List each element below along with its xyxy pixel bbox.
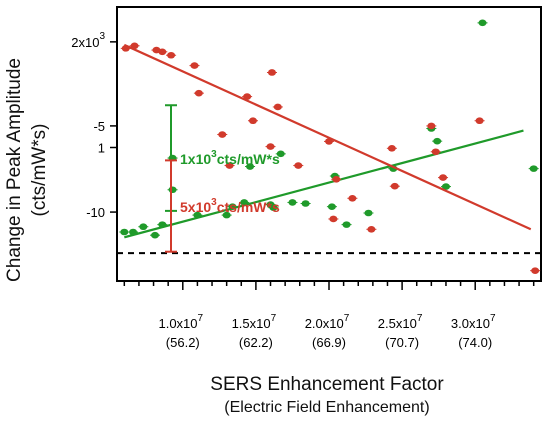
- data-point: [301, 200, 310, 207]
- series-lower: [120, 42, 541, 274]
- data-point: [294, 162, 303, 169]
- data-point: [222, 211, 231, 219]
- y-tick-label: 2x103: [71, 31, 105, 50]
- x-tick-sublabel: (56.2): [166, 335, 200, 350]
- scale-bar-label: 5x103cts/mW*s: [180, 197, 280, 215]
- data-point: [190, 62, 199, 69]
- data-point: [531, 267, 540, 274]
- data-point: [248, 117, 257, 125]
- data-point: [367, 226, 376, 233]
- data-point: [332, 176, 341, 183]
- fit-line: [123, 43, 532, 231]
- data-point: [266, 143, 275, 150]
- x-tick-label: 1.0x107: [158, 313, 203, 331]
- x-tick-sublabel: (66.9): [312, 335, 346, 350]
- data-point: [387, 145, 396, 152]
- data-point: [129, 228, 138, 236]
- data-point: [478, 19, 487, 27]
- data-point: [475, 117, 484, 125]
- y-axis-upper-ticks: 1 2x103: [71, 31, 117, 156]
- x-axis-title: SERS Enhancement Factor (Electric Field …: [210, 374, 444, 416]
- data-point: [243, 93, 252, 100]
- data-point: [342, 221, 351, 228]
- scale-bar-lower: 5x103cts/mW*s: [165, 159, 280, 253]
- data-point: [433, 137, 442, 145]
- y-tick-label: -10: [86, 205, 105, 220]
- x-tick-sublabel: (74.0): [458, 335, 492, 350]
- data-point: [327, 203, 336, 210]
- data-point: [329, 215, 338, 223]
- fit-line: [124, 129, 524, 239]
- data-point: [218, 131, 227, 138]
- x-tick-label: 1.5x107: [232, 313, 277, 331]
- data-point: [325, 138, 333, 145]
- y-tick-label: 1: [98, 141, 105, 156]
- x-axis-title-sub: (Electric Field Enhancement): [224, 399, 429, 416]
- data-point: [228, 203, 237, 210]
- data-point: [439, 174, 448, 181]
- data-point: [529, 165, 538, 172]
- plot-area: 1.0x107 (56.2) 1.5x107 (62.2) 2.0x107 (66.9) 2…: [71, 6, 542, 350]
- y-axis-title-unit: (cts/mW*s): [29, 124, 50, 217]
- x-tick-sublabel: (62.2): [239, 335, 273, 350]
- data-point: [158, 221, 167, 228]
- data-point: [273, 103, 282, 111]
- data-point: [348, 194, 357, 202]
- data-point: [390, 182, 399, 190]
- data-point: [240, 199, 249, 206]
- x-tick-label: 3.0x107: [451, 313, 496, 331]
- x-tick-label: 2.5x107: [378, 313, 423, 331]
- data-point: [441, 183, 450, 190]
- data-point: [151, 231, 160, 239]
- data-point: [158, 48, 167, 56]
- x-tick-sublabel: (70.7): [385, 335, 419, 350]
- data-point: [194, 89, 203, 97]
- data-point: [276, 150, 285, 158]
- y-axis-title-main: Change in Peak Amplitude: [4, 58, 25, 282]
- data-point: [121, 45, 130, 52]
- data-point: [431, 148, 440, 156]
- y-axis-title: Change in Peak Amplitude (cts/mW*s): [4, 58, 50, 282]
- data-point: [269, 204, 278, 212]
- data-point: [130, 42, 139, 50]
- data-point: [288, 199, 297, 206]
- x-axis-title-main: SERS Enhancement Factor: [210, 374, 444, 395]
- data-point: [168, 186, 177, 194]
- y-axis-lower-ticks: -5 -10: [86, 119, 117, 220]
- data-point: [167, 51, 176, 59]
- data-point: [267, 69, 276, 76]
- data-point: [246, 163, 255, 170]
- data-point: [364, 209, 373, 217]
- data-point: [427, 122, 436, 130]
- scale-bar-label: 1x103cts/mW*s: [180, 149, 280, 167]
- y-tick-label: -5: [93, 119, 105, 134]
- data-point: [120, 228, 129, 236]
- x-axis-ticks: 1.0x107 (56.2) 1.5x107 (62.2) 2.0x107 (66.9) 2…: [123, 281, 535, 350]
- data-point: [193, 211, 202, 219]
- x-tick-label: 2.0x107: [305, 313, 350, 331]
- data-point: [139, 223, 148, 231]
- data-point: [225, 162, 234, 169]
